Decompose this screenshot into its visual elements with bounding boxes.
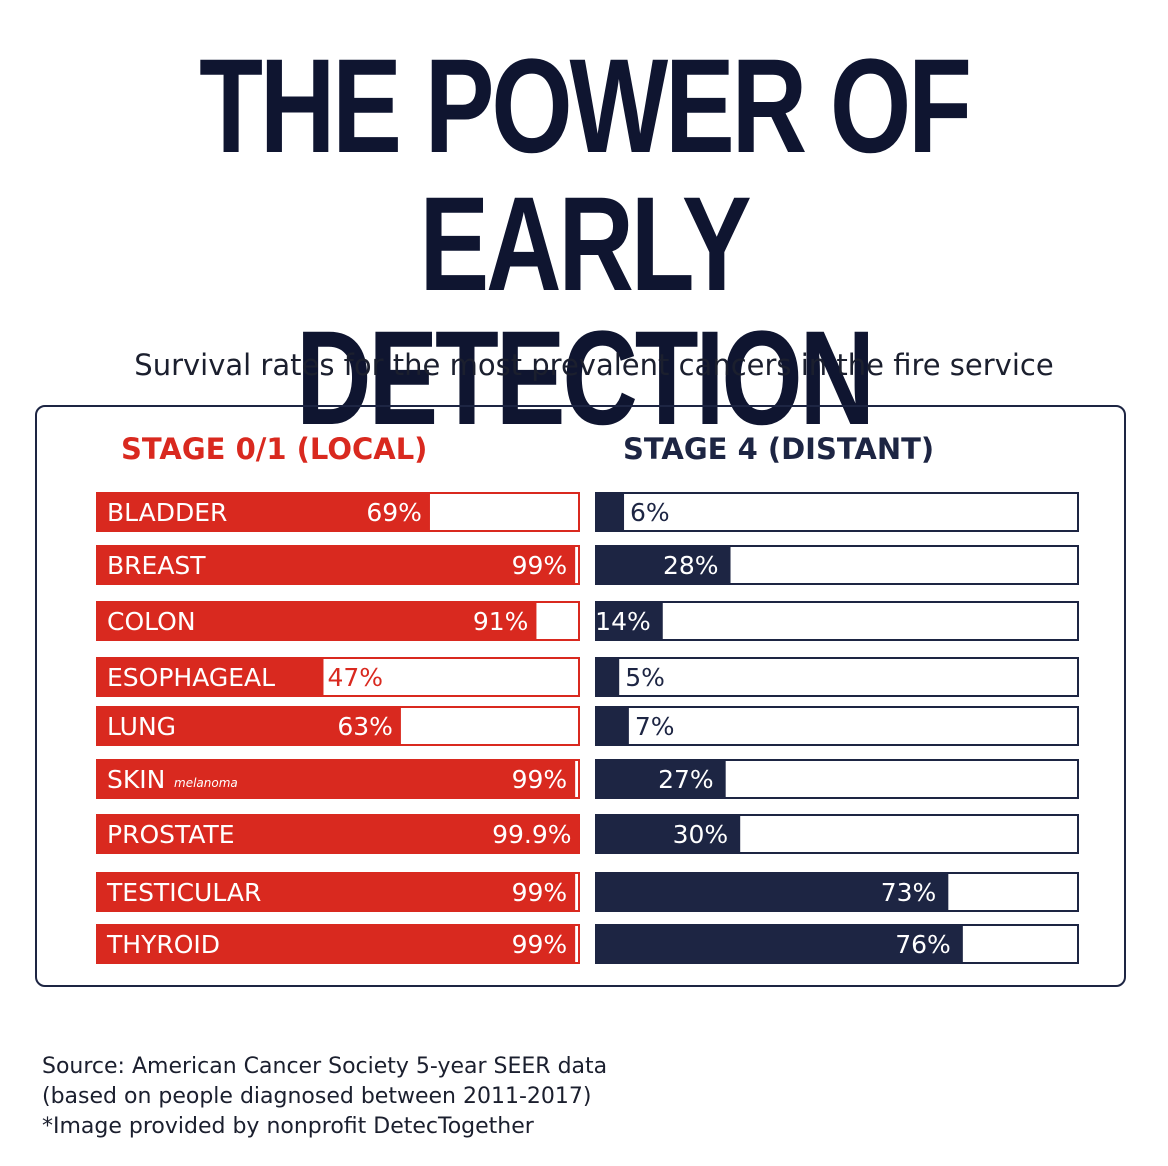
value-label-distant-lung: 7% (635, 712, 675, 741)
title-line-2: EARLY DETECTION (296, 170, 875, 453)
bar-distant-esophageal (595, 657, 620, 697)
source-line-2: (based on people diagnosed between 2011-… (42, 1084, 592, 1109)
category-note-skin: melanoma (174, 776, 238, 790)
bar-outline-distant-bladder (595, 492, 1079, 532)
category-label-thyroid: THYROID (106, 930, 220, 959)
bar-distant-bladder (595, 492, 625, 532)
value-label-distant-esophageal: 5% (625, 663, 665, 692)
bar-local-colon (96, 601, 537, 641)
bar-distant-testicular (595, 872, 949, 912)
legend-local: STAGE 0/1 (LOCAL) (121, 432, 428, 466)
category-label-prostate: PROSTATE (107, 820, 235, 849)
bar-local-breast (96, 545, 576, 585)
value-label-local-prostate: 99.9% (492, 820, 571, 849)
bar-distant-prostate (595, 814, 741, 854)
bar-local-lung (96, 706, 401, 746)
value-label-local-bladder: 69% (366, 498, 422, 527)
category-label-breast: BREAST (107, 551, 206, 580)
bar-distant-lung (595, 706, 629, 746)
source-note: Source: American Cancer Society 5-year S… (42, 1052, 607, 1142)
chart-panel (35, 405, 1126, 987)
value-label-distant-breast: 28% (663, 551, 719, 580)
value-label-distant-testicular: 73% (881, 878, 937, 907)
bar-outline-distant-esophageal (595, 657, 1079, 697)
value-label-distant-skin: 27% (658, 765, 714, 794)
bar-outline-distant-colon (595, 601, 1079, 641)
category-label-bladder: BLADDER (107, 498, 227, 527)
value-label-local-esophageal: 47% (327, 663, 383, 692)
subtitle: Survival rates for the most prevalent ca… (134, 348, 1054, 382)
bar-local-prostate (96, 814, 580, 854)
category-label-testicular: TESTICULAR (106, 878, 261, 907)
value-label-local-lung: 63% (337, 712, 393, 741)
value-label-local-testicular: 99% (512, 878, 568, 907)
value-label-local-colon: 91% (473, 607, 529, 636)
bar-distant-colon (595, 601, 663, 641)
value-label-distant-prostate: 30% (673, 820, 729, 849)
category-label-lung: LUNG (107, 712, 176, 741)
value-label-distant-colon: 14% (595, 607, 651, 636)
bar-distant-breast (595, 545, 731, 585)
bar-distant-thyroid (595, 924, 963, 964)
title-line-1: THE POWER OF (199, 32, 972, 181)
value-label-distant-bladder: 6% (630, 498, 670, 527)
bar-local-skin (96, 759, 576, 799)
value-label-local-skin: 99% (512, 765, 568, 794)
bar-local-thyroid (96, 924, 576, 964)
value-label-local-thyroid: 99% (512, 930, 568, 959)
category-label-skin: SKIN (107, 765, 165, 794)
value-label-local-breast: 99% (512, 551, 568, 580)
category-label-colon: COLON (107, 607, 196, 636)
bar-local-esophageal (96, 657, 324, 697)
value-label-distant-thyroid: 76% (895, 930, 951, 959)
source-line-3: *Image provided by nonprofit DetecTogeth… (42, 1114, 534, 1139)
bar-distant-skin (595, 759, 726, 799)
bar-outline-distant-lung (595, 706, 1079, 746)
bar-local-bladder (96, 492, 430, 532)
legend-distant: STAGE 4 (DISTANT) (623, 432, 935, 466)
category-label-esophageal: ESOPHAGEAL (107, 663, 275, 692)
source-line-1: Source: American Cancer Society 5-year S… (42, 1054, 608, 1079)
bar-local-testicular (96, 872, 576, 912)
